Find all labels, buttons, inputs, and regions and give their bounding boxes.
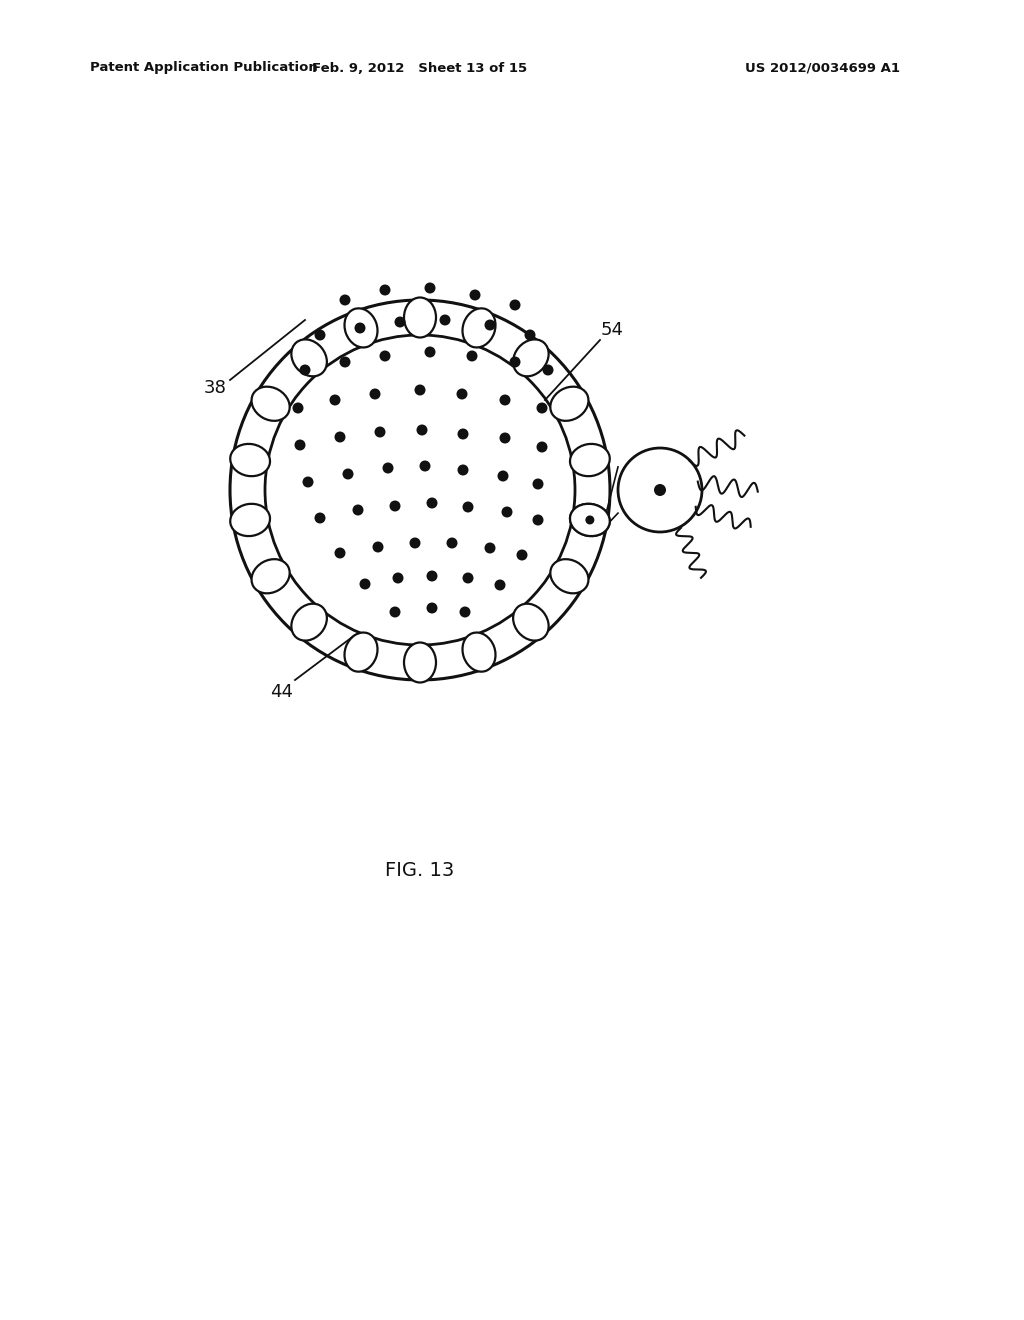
Circle shape <box>510 300 520 310</box>
Circle shape <box>420 461 430 471</box>
Circle shape <box>299 364 310 375</box>
Ellipse shape <box>292 603 327 640</box>
Circle shape <box>543 364 554 375</box>
Text: Patent Application Publication: Patent Application Publication <box>90 62 317 74</box>
Circle shape <box>330 395 341 405</box>
Circle shape <box>446 537 458 549</box>
Ellipse shape <box>550 387 589 421</box>
Text: US 2012/0034699 A1: US 2012/0034699 A1 <box>745 62 900 74</box>
Circle shape <box>373 541 384 553</box>
Circle shape <box>354 322 366 334</box>
Circle shape <box>524 330 536 341</box>
Circle shape <box>293 403 303 413</box>
Circle shape <box>532 515 544 525</box>
Circle shape <box>352 504 364 516</box>
Circle shape <box>380 285 390 296</box>
Circle shape <box>314 512 326 524</box>
Ellipse shape <box>570 444 609 477</box>
Circle shape <box>359 578 371 590</box>
Circle shape <box>389 500 400 511</box>
Circle shape <box>460 606 470 618</box>
Circle shape <box>295 440 305 450</box>
Circle shape <box>510 356 520 367</box>
Circle shape <box>415 384 426 396</box>
Ellipse shape <box>463 632 496 672</box>
Text: 54: 54 <box>600 321 624 339</box>
Ellipse shape <box>513 339 549 376</box>
Circle shape <box>586 515 594 524</box>
Ellipse shape <box>292 339 327 376</box>
Circle shape <box>458 465 469 475</box>
Ellipse shape <box>550 560 589 593</box>
Text: FIG. 13: FIG. 13 <box>385 861 455 879</box>
Circle shape <box>427 570 437 582</box>
Circle shape <box>340 356 350 367</box>
Circle shape <box>394 317 406 327</box>
Circle shape <box>335 432 345 442</box>
Circle shape <box>484 319 496 330</box>
Ellipse shape <box>252 387 290 421</box>
Circle shape <box>389 606 400 618</box>
Ellipse shape <box>344 632 378 672</box>
Circle shape <box>469 289 480 301</box>
Circle shape <box>425 346 435 358</box>
Circle shape <box>302 477 313 487</box>
Circle shape <box>500 433 511 444</box>
Circle shape <box>516 549 527 561</box>
Ellipse shape <box>570 504 609 536</box>
Circle shape <box>439 314 451 326</box>
Circle shape <box>463 502 473 512</box>
Circle shape <box>335 548 345 558</box>
Circle shape <box>484 543 496 553</box>
Circle shape <box>654 484 666 496</box>
Ellipse shape <box>404 297 436 338</box>
Circle shape <box>500 395 511 405</box>
Circle shape <box>383 462 393 474</box>
Circle shape <box>463 573 473 583</box>
Circle shape <box>375 426 385 437</box>
Circle shape <box>340 294 350 305</box>
Circle shape <box>392 573 403 583</box>
Circle shape <box>618 447 702 532</box>
Text: Feb. 9, 2012   Sheet 13 of 15: Feb. 9, 2012 Sheet 13 of 15 <box>312 62 527 74</box>
Circle shape <box>498 470 509 482</box>
Ellipse shape <box>344 309 378 347</box>
Circle shape <box>410 537 421 549</box>
Circle shape <box>495 579 506 590</box>
Ellipse shape <box>463 309 496 347</box>
Circle shape <box>537 441 548 453</box>
Circle shape <box>427 498 437 508</box>
Circle shape <box>314 330 326 341</box>
Circle shape <box>457 388 468 400</box>
Circle shape <box>502 507 512 517</box>
Text: 44: 44 <box>270 682 294 701</box>
Ellipse shape <box>230 504 270 536</box>
Circle shape <box>532 479 544 490</box>
Circle shape <box>370 388 381 400</box>
Ellipse shape <box>404 643 436 682</box>
Circle shape <box>380 351 390 362</box>
Circle shape <box>417 425 427 436</box>
Circle shape <box>427 602 437 614</box>
Circle shape <box>342 469 353 479</box>
Circle shape <box>425 282 435 293</box>
Ellipse shape <box>513 603 549 640</box>
Text: 38: 38 <box>204 379 226 397</box>
Ellipse shape <box>230 444 270 477</box>
Circle shape <box>458 429 469 440</box>
Ellipse shape <box>570 504 609 536</box>
Circle shape <box>537 403 548 413</box>
Ellipse shape <box>252 560 290 593</box>
Circle shape <box>467 351 477 362</box>
